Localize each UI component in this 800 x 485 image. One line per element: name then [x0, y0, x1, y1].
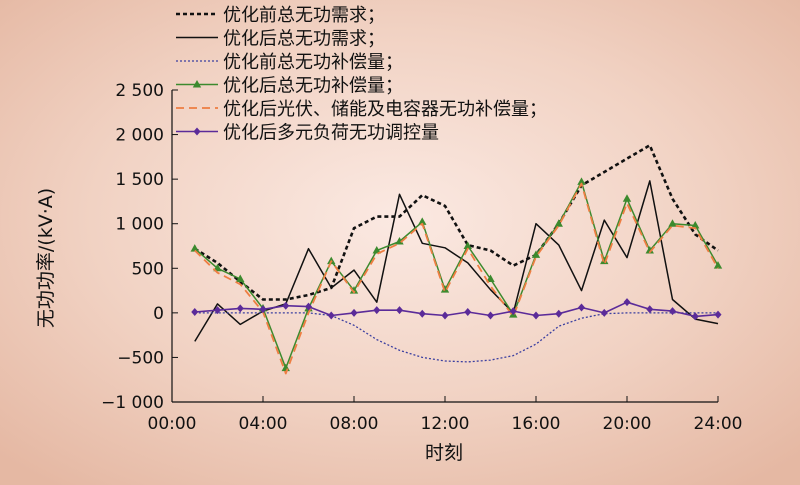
series-line: [194, 181, 719, 369]
legend-entry: 优化前总无功需求；: [176, 5, 385, 26]
data-point: [645, 245, 654, 254]
legend-entry: 优化后光伏、储能及电容器无功补偿量；: [176, 99, 547, 120]
data-point: [190, 244, 199, 252]
data-point: [578, 303, 585, 312]
y-tick-label: −1 000: [101, 393, 164, 413]
data-point: [327, 311, 335, 320]
data-point: [554, 219, 563, 227]
data-point: [623, 298, 631, 307]
x-tick-label: 24:00: [694, 414, 743, 434]
y-tick-label: 1 000: [115, 215, 164, 235]
plot-area: [190, 144, 723, 375]
legend-label: 优化前总无功补偿量；: [223, 52, 403, 73]
x-tick-label: 12:00: [421, 414, 470, 434]
axes: −1 000 −500 0 500 1 000 1 500 2 000 2 500 00:00 0…: [101, 81, 742, 434]
data-point: [236, 274, 245, 282]
legend-label: 优化后总无功需求；: [223, 29, 385, 50]
data-point: [259, 305, 267, 314]
series-3: [194, 312, 718, 363]
data-point: [282, 301, 290, 310]
data-point: [691, 220, 700, 229]
data-point: [236, 304, 244, 313]
legend-label: 优化后多元负荷无功调控量: [223, 123, 439, 144]
legend-label: 优化后光伏、储能及电容器无功补偿量；: [223, 99, 547, 120]
legend-marker: [193, 127, 201, 136]
data-point: [350, 308, 358, 317]
data-point: [555, 309, 563, 318]
data-point: [600, 256, 609, 265]
legend-entry: 优化前总无功补偿量；: [176, 52, 403, 73]
data-point: [487, 311, 494, 320]
x-tick-label: 04:00: [239, 414, 288, 434]
data-point: [646, 305, 654, 314]
data-point: [486, 274, 495, 282]
data-point: [441, 311, 449, 320]
series-line: [194, 182, 719, 375]
data-point: [714, 310, 722, 319]
data-point: [577, 177, 586, 185]
data-point: [349, 286, 359, 294]
data-point: [713, 261, 723, 269]
x-tick-label: 20:00: [603, 414, 652, 434]
data-point: [600, 308, 608, 317]
legend-label: 优化后总无功补偿量；: [223, 76, 403, 97]
data-point: [440, 285, 450, 293]
data-point: [464, 307, 472, 316]
series-line: [194, 180, 719, 342]
y-tick-label: 2 000: [115, 126, 164, 146]
series-line: [194, 301, 719, 318]
y-axis-label: 无功功率/(kV·A): [35, 188, 57, 328]
y-tick-label: 500: [132, 259, 164, 279]
series-line: [194, 312, 718, 363]
series-6: [191, 298, 722, 321]
y-tick-label: 0: [153, 304, 164, 324]
data-point: [463, 241, 472, 249]
data-point: [305, 302, 312, 311]
x-tick-label: 08:00: [330, 414, 379, 434]
series-1: [194, 144, 719, 301]
data-point: [668, 219, 677, 227]
data-point: [191, 307, 199, 316]
legend: 优化前总无功需求；优化后总无功需求；优化前总无功补偿量；优化后总无功补偿量；优化…: [176, 5, 547, 144]
x-tick-label: 16:00: [512, 414, 561, 434]
data-point: [669, 307, 676, 316]
legend-marker: [192, 80, 202, 88]
data-point: [373, 306, 381, 315]
y-tick-label: 1 500: [115, 170, 164, 190]
y-tick-label: 2 500: [115, 81, 164, 101]
series-2: [194, 180, 719, 342]
data-point: [372, 245, 381, 254]
data-point: [531, 250, 541, 258]
data-point: [396, 306, 403, 315]
data-point: [622, 194, 632, 202]
data-point: [418, 309, 426, 318]
data-point: [691, 312, 699, 321]
data-point: [509, 307, 517, 316]
x-tick-label: 00:00: [148, 414, 197, 434]
series-line: [194, 144, 719, 301]
y-tick-label: −500: [117, 348, 164, 368]
data-point: [214, 306, 221, 315]
legend-entry: 优化后总无功需求；: [176, 29, 385, 50]
x-axis-label: 时刻: [425, 442, 463, 464]
legend-entry: 优化后多元负荷无功调控量: [176, 123, 439, 144]
series-5: [194, 182, 719, 375]
legend-entry: 优化后总无功补偿量；: [176, 76, 403, 97]
legend-label: 优化前总无功需求；: [223, 5, 385, 26]
data-point: [532, 311, 540, 320]
data-point: [418, 217, 427, 225]
